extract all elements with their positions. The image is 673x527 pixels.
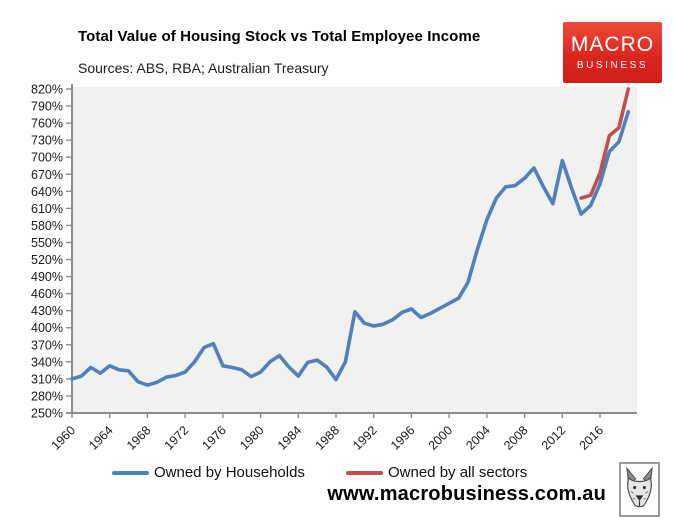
macrobusiness-logo: MACRO BUSINESS xyxy=(563,22,662,83)
housing-stock-line-chart: 250% 280% 310% 340% 370% 400% 430% 460% 490% 520%… xyxy=(31,83,637,453)
y-tick-label: 310% xyxy=(31,372,63,386)
y-tick-label: 580% xyxy=(31,219,63,233)
y-tick-label: 790% xyxy=(31,100,63,114)
y-tick-label: 460% xyxy=(31,287,63,301)
website-url: www.macrobusiness.com.au xyxy=(327,483,606,505)
logo-macro-text: MACRO xyxy=(570,33,655,56)
y-tick-label: 520% xyxy=(31,253,63,267)
y-tick-label: 760% xyxy=(31,117,63,131)
x-tick-label: 1968 xyxy=(124,423,154,453)
y-tick-label: 640% xyxy=(31,185,63,199)
x-tick-label: 1988 xyxy=(313,423,343,453)
y-tick-label: 700% xyxy=(31,151,63,165)
y-tick-label: 430% xyxy=(31,304,63,318)
y-tick-label: 550% xyxy=(31,236,63,250)
x-tick-label: 1984 xyxy=(275,423,305,453)
x-tick-label: 2004 xyxy=(463,423,493,453)
y-tick-label: 820% xyxy=(31,83,63,97)
all-sectors-line-swatch-icon xyxy=(346,470,383,475)
x-tick-label: 1976 xyxy=(199,423,229,453)
x-tick-label: 1992 xyxy=(350,423,380,453)
x-tick-label: 1996 xyxy=(388,423,418,453)
x-tick-label: 2000 xyxy=(426,423,456,453)
y-tick-label: 490% xyxy=(31,270,63,284)
legend-label-all-sectors: Owned by all sectors xyxy=(388,464,528,481)
wolf-logo-box xyxy=(619,462,660,517)
households-line xyxy=(70,109,631,387)
households-line-swatch-icon xyxy=(112,470,149,475)
x-tick-label: 1972 xyxy=(162,423,192,453)
y-tick-label: 250% xyxy=(31,407,63,421)
y-tick-label: 400% xyxy=(31,321,63,335)
x-tick-label: 1964 xyxy=(86,423,116,453)
legend-item-households: Owned by Households xyxy=(112,464,305,481)
x-tick-label: 1980 xyxy=(237,423,267,453)
x-tick-label: 2008 xyxy=(501,423,531,453)
y-tick-label: 610% xyxy=(31,202,63,216)
legend-item-all-sectors: Owned by all sectors xyxy=(346,464,527,481)
y-tick-label: 730% xyxy=(31,134,63,148)
all-sectors-line xyxy=(579,87,631,200)
y-tick-label: 670% xyxy=(31,168,63,182)
chart-title: Total Value of Housing Stock vs Total Em… xyxy=(78,28,481,45)
chart-subtitle: Sources: ABS, RBA; Australian Treasury xyxy=(78,60,329,76)
x-tick-label: 2016 xyxy=(577,423,607,453)
x-tick-label: 1960 xyxy=(49,423,79,453)
legend-label-households: Owned by Households xyxy=(154,464,305,481)
y-tick-label: 340% xyxy=(31,355,63,369)
y-tick-label: 280% xyxy=(31,389,63,403)
plot-background xyxy=(73,87,637,413)
x-tick-label: 2012 xyxy=(539,423,569,453)
logo-business-text: BUSINESS xyxy=(576,60,649,71)
wolf-icon xyxy=(626,466,653,508)
y-tick-label: 370% xyxy=(31,338,63,352)
